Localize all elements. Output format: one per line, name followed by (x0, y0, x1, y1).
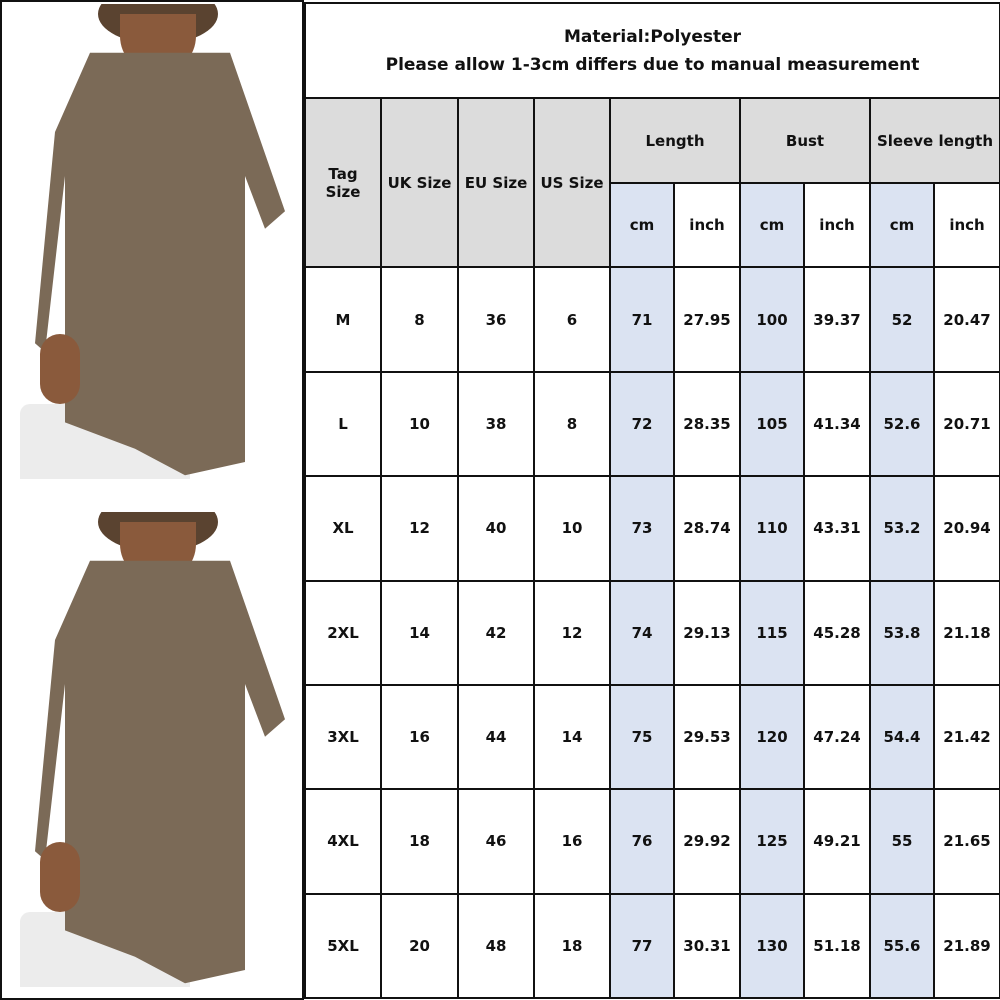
cell-tag-size: 4XL (304, 788, 382, 895)
cell-sleeve-inch: 21.89 (932, 892, 1000, 1000)
cell-length-cm: 72 (609, 370, 675, 478)
cell-uk-size: 10 (380, 370, 459, 478)
cell-tag-size: L (304, 370, 382, 478)
table-row: 2XL 14 42 12 74 29.13 115 45.28 53.8 21.18 (304, 579, 1000, 686)
cell-eu-size: 40 (457, 475, 535, 582)
cell-us-size: 6 (533, 266, 611, 373)
product-photo-alternate (10, 512, 300, 987)
cell-length-inch: 28.35 (673, 370, 741, 478)
cell-tag-size: 2XL (304, 579, 382, 686)
cell-uk-size: 16 (380, 683, 459, 791)
unit-bust-inch: inch (803, 182, 871, 269)
cell-tag-size: 5XL (304, 892, 382, 1000)
cell-eu-size: 36 (457, 266, 535, 373)
table-row: M 8 36 6 71 27.95 100 39.37 52 20.47 (304, 266, 1000, 373)
cell-bust-cm: 130 (739, 892, 805, 1000)
product-photo-front (10, 4, 300, 479)
cell-sleeve-cm: 52 (869, 266, 935, 373)
cell-length-cm: 76 (609, 788, 675, 895)
cell-uk-size: 18 (380, 788, 459, 895)
material-text: Material:Polyester (563, 26, 742, 47)
cell-bust-inch: 39.37 (803, 266, 871, 373)
header-uk-size: UK Size (380, 97, 459, 269)
cell-tag-size: 3XL (304, 683, 382, 791)
cell-us-size: 14 (533, 683, 611, 791)
cell-sleeve-inch: 21.65 (932, 788, 1000, 895)
cell-bust-cm: 120 (739, 683, 805, 791)
cell-uk-size: 8 (380, 266, 459, 373)
cell-us-size: 16 (533, 788, 611, 895)
cell-bust-cm: 115 (739, 579, 805, 686)
table-row: 4XL 18 46 16 76 29.92 125 49.21 55 21.65 (304, 788, 1000, 895)
cell-length-inch: 29.53 (673, 683, 741, 791)
cell-length-cm: 71 (609, 266, 675, 373)
cell-length-cm: 77 (609, 892, 675, 1000)
cell-sleeve-inch: 20.94 (932, 475, 1000, 582)
cell-eu-size: 44 (457, 683, 535, 791)
cell-bust-inch: 41.34 (803, 370, 871, 478)
unit-sleeve-cm: cm (869, 182, 935, 269)
cell-us-size: 12 (533, 579, 611, 686)
header-length: Length (609, 97, 741, 185)
cell-bust-inch: 45.28 (803, 579, 871, 686)
cell-eu-size: 42 (457, 579, 535, 686)
measurement-note: Please allow 1-3cm differs due to manual… (385, 54, 920, 75)
cell-eu-size: 46 (457, 788, 535, 895)
cell-sleeve-cm: 53.8 (869, 579, 935, 686)
cell-sleeve-inch: 20.47 (932, 266, 1000, 373)
table-title: Material:Polyester Please allow 1-3cm di… (303, 1, 1000, 100)
cell-sleeve-cm: 55.6 (869, 892, 935, 1000)
cell-uk-size: 14 (380, 579, 459, 686)
cell-bust-cm: 125 (739, 788, 805, 895)
table-row: 3XL 16 44 14 75 29.53 120 47.24 54.4 21.42 (304, 683, 1000, 791)
cell-bust-cm: 105 (739, 370, 805, 478)
cell-length-inch: 27.95 (673, 266, 741, 373)
cell-us-size: 8 (533, 370, 611, 478)
cell-bust-inch: 43.31 (803, 475, 871, 582)
cell-length-cm: 74 (609, 579, 675, 686)
cell-eu-size: 48 (457, 892, 535, 1000)
unit-length-cm: cm (609, 182, 675, 269)
header-us-size: US Size (533, 97, 611, 269)
cell-sleeve-inch: 21.42 (932, 683, 1000, 791)
header-bust: Bust (739, 97, 871, 185)
cell-bust-inch: 49.21 (803, 788, 871, 895)
cell-sleeve-inch: 21.18 (932, 579, 1000, 686)
cell-sleeve-cm: 53.2 (869, 475, 935, 582)
cell-us-size: 18 (533, 892, 611, 1000)
cell-bust-inch: 51.18 (803, 892, 871, 1000)
cell-tag-size: M (304, 266, 382, 373)
table-row: XL 12 40 10 73 28.74 110 43.31 53.2 20.94 (304, 475, 1000, 582)
table-row: 5XL 20 48 18 77 30.31 130 51.18 55.6 21.89 (304, 892, 1000, 1000)
cell-uk-size: 20 (380, 892, 459, 1000)
header-tag-size: Tag Size (304, 97, 382, 269)
size-chart-table: Material:Polyester Please allow 1-3cm di… (303, 1, 1000, 1000)
unit-bust-cm: cm (739, 182, 805, 269)
cell-sleeve-inch: 20.71 (932, 370, 1000, 478)
cell-length-inch: 28.74 (673, 475, 741, 582)
cell-length-cm: 73 (609, 475, 675, 582)
cell-us-size: 10 (533, 475, 611, 582)
cell-sleeve-cm: 54.4 (869, 683, 935, 791)
cell-length-cm: 75 (609, 683, 675, 791)
header-sleeve-length: Sleeve length (868, 97, 1000, 185)
cell-bust-inch: 47.24 (803, 683, 871, 791)
header-eu-size: EU Size (457, 97, 535, 269)
cell-bust-cm: 100 (739, 266, 805, 373)
cell-tag-size: XL (304, 475, 382, 582)
table-row: L 10 38 8 72 28.35 105 41.34 52.6 20.71 (304, 370, 1000, 478)
unit-sleeve-inch: inch (932, 182, 1000, 269)
cell-length-inch: 29.92 (673, 788, 741, 895)
cell-sleeve-cm: 55 (869, 788, 935, 895)
cell-length-inch: 30.31 (673, 892, 741, 1000)
cell-bust-cm: 110 (739, 475, 805, 582)
cell-length-inch: 29.13 (673, 579, 741, 686)
cell-eu-size: 38 (457, 370, 535, 478)
cell-uk-size: 12 (380, 475, 459, 582)
product-photos (0, 0, 304, 1000)
unit-length-inch: inch (673, 182, 741, 269)
cell-sleeve-cm: 52.6 (869, 370, 935, 478)
